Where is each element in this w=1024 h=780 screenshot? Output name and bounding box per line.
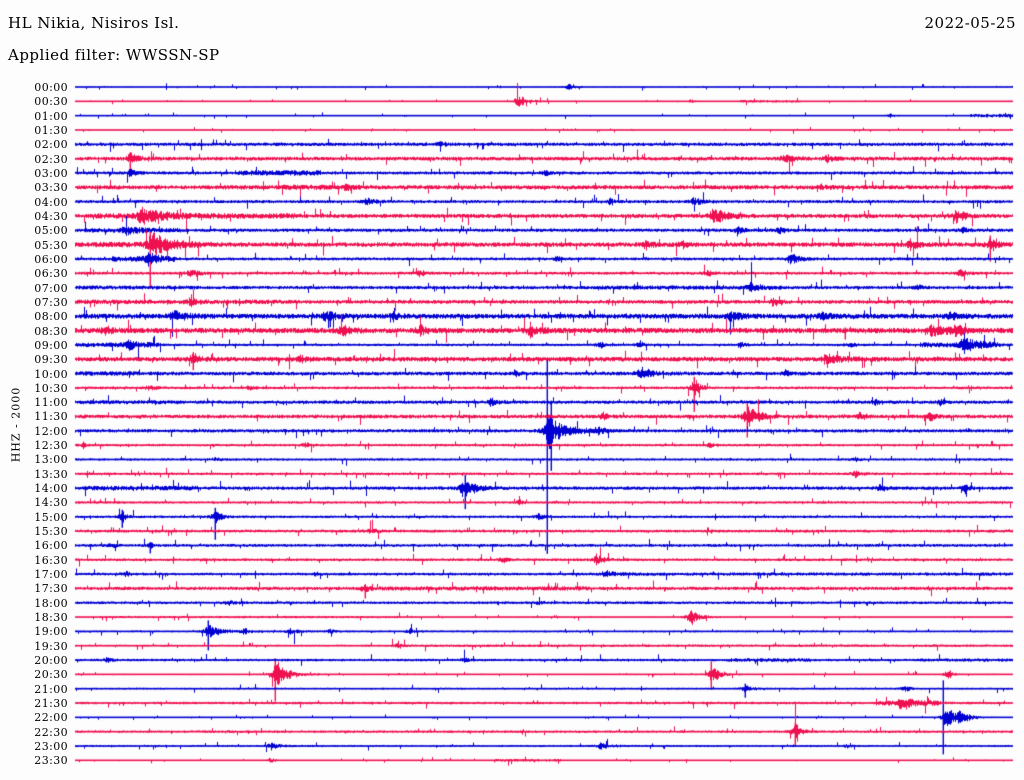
time-label: 06:30: [34, 267, 68, 281]
time-label: 18:00: [34, 596, 68, 610]
time-label: 04:00: [34, 195, 68, 209]
time-label: 14:30: [34, 496, 68, 510]
time-label: 12:30: [34, 439, 68, 453]
time-label: 11:30: [34, 410, 68, 424]
time-label: 16:30: [34, 553, 68, 567]
time-label: 19:00: [34, 625, 68, 639]
time-label: 15:30: [34, 525, 68, 539]
time-label: 03:30: [34, 181, 68, 195]
time-label: 02:00: [34, 138, 68, 152]
time-label: 08:00: [34, 310, 68, 324]
station-title: HL Nikia, Nisiros Isl.: [8, 14, 180, 32]
time-label: 19:30: [34, 639, 68, 653]
time-label: 23:00: [34, 739, 68, 753]
time-label: 10:00: [34, 367, 68, 381]
time-label: 22:00: [34, 711, 68, 725]
time-label: 17:30: [34, 582, 68, 596]
time-label: 00:00: [34, 81, 68, 94]
time-label: 11:00: [34, 396, 68, 410]
time-label: 13:00: [34, 453, 68, 467]
time-label: 21:00: [34, 682, 68, 696]
time-label: 15:00: [34, 510, 68, 524]
time-label: 20:30: [34, 668, 68, 682]
time-label: 00:30: [34, 95, 68, 109]
time-label: 09:30: [34, 353, 68, 367]
time-label: 09:00: [34, 338, 68, 352]
channel-scale-label: HHZ - 2000: [9, 386, 23, 463]
time-label: 01:30: [34, 123, 68, 137]
applied-filter-label: Applied filter: WWSSN-SP: [8, 46, 220, 64]
time-label: 05:30: [34, 238, 68, 252]
time-label: 04:30: [34, 209, 68, 223]
time-label: 03:00: [34, 166, 68, 180]
time-label: 10:30: [34, 381, 68, 395]
time-label: 21:30: [34, 697, 68, 711]
time-label: 07:00: [34, 281, 68, 295]
time-label: 17:00: [34, 568, 68, 582]
time-label: 20:00: [34, 654, 68, 668]
time-label: 06:00: [34, 252, 68, 266]
time-label: 02:30: [34, 152, 68, 166]
time-label: 23:30: [34, 754, 68, 768]
time-label: 18:30: [34, 611, 68, 625]
time-label: 13:30: [34, 467, 68, 481]
time-label: 07:30: [34, 295, 68, 309]
date-label: 2022-05-25: [924, 14, 1016, 32]
time-label: 16:00: [34, 539, 68, 553]
time-label: 14:00: [34, 482, 68, 496]
time-label: 22:30: [34, 725, 68, 739]
time-label: 08:30: [34, 324, 68, 338]
time-label: 12:00: [34, 424, 68, 438]
time-label: 01:00: [34, 109, 68, 123]
time-label: 05:00: [34, 224, 68, 238]
